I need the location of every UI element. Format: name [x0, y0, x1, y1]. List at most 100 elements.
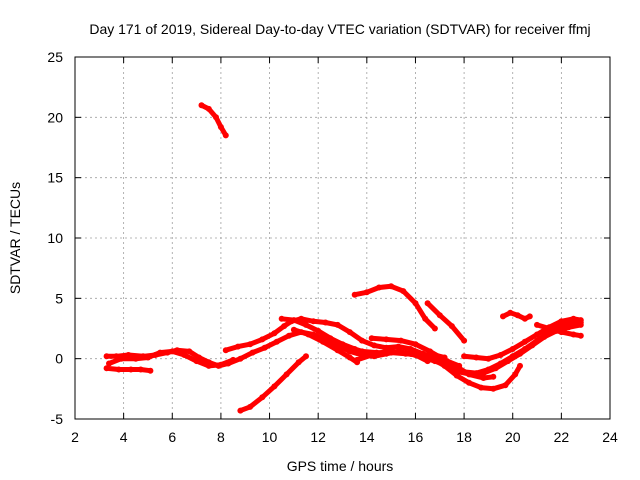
- data-point: [371, 342, 378, 349]
- data-point: [368, 352, 375, 358]
- data-point: [502, 382, 509, 389]
- data-point: [480, 375, 487, 381]
- data-point: [259, 394, 266, 401]
- data-point: [351, 291, 358, 298]
- data-point: [286, 332, 292, 339]
- data-point: [546, 325, 553, 332]
- data-point: [329, 341, 336, 348]
- data-point: [436, 312, 443, 319]
- trace-layer: [103, 102, 584, 414]
- data-point: [157, 349, 164, 356]
- data-point: [213, 114, 219, 121]
- data-point: [283, 371, 290, 378]
- data-point: [507, 309, 514, 316]
- data-point: [237, 355, 244, 362]
- data-point: [441, 362, 448, 369]
- data-point: [466, 379, 472, 386]
- data-point: [424, 358, 431, 365]
- data-point: [577, 332, 584, 339]
- x-tick-label: 10: [262, 429, 278, 445]
- data-point: [344, 344, 351, 351]
- data-point: [412, 300, 419, 307]
- y-tick-label: 20: [47, 109, 63, 125]
- data-point: [412, 341, 419, 348]
- data-point: [514, 312, 521, 319]
- data-point: [281, 323, 288, 330]
- data-point: [422, 315, 429, 322]
- data-point: [103, 365, 110, 372]
- data-point: [137, 366, 144, 373]
- data-point: [509, 353, 516, 360]
- data-trace: [500, 309, 533, 322]
- data-point: [526, 313, 533, 320]
- x-tick-label: 8: [217, 429, 225, 445]
- data-point: [346, 329, 353, 336]
- data-trace: [534, 321, 584, 339]
- data-trace: [429, 355, 523, 392]
- data-point: [534, 321, 540, 328]
- data-point: [497, 360, 504, 367]
- data-point: [290, 317, 297, 324]
- data-trace: [290, 326, 361, 366]
- data-point: [500, 313, 506, 320]
- data-point: [517, 362, 523, 369]
- data-point: [271, 383, 278, 390]
- x-tick-label: 20: [505, 429, 521, 445]
- data-point: [521, 346, 528, 352]
- y-tick-label: 5: [55, 290, 63, 306]
- data-point: [509, 346, 516, 352]
- chart-title: Day 171 of 2019, Sidereal Day-to-day VTE…: [89, 21, 590, 37]
- data-trace: [106, 348, 237, 369]
- data-point: [106, 360, 112, 367]
- data-point: [247, 341, 254, 348]
- data-point: [249, 349, 256, 356]
- data-point: [485, 355, 492, 362]
- data-point: [395, 343, 402, 350]
- x-tick-label: 16: [408, 429, 424, 445]
- data-point: [222, 347, 229, 354]
- data-point: [451, 366, 458, 373]
- data-point: [234, 343, 241, 350]
- data-point: [217, 124, 224, 130]
- x-tick-label: 24: [602, 429, 618, 445]
- data-point: [237, 407, 244, 414]
- data-point: [534, 337, 540, 344]
- data-point: [259, 336, 266, 343]
- data-point: [376, 284, 382, 291]
- data-point: [305, 331, 312, 338]
- trace-line: [425, 300, 467, 344]
- data-point: [147, 367, 154, 374]
- data-point: [103, 353, 110, 360]
- data-point: [424, 300, 431, 307]
- data-point: [485, 366, 492, 373]
- x-tick-label: 18: [456, 429, 472, 445]
- data-point: [310, 318, 317, 325]
- x-axis-label: GPS time / hours: [287, 458, 394, 474]
- data-point: [346, 354, 353, 361]
- data-point: [490, 373, 497, 380]
- y-tick-label: 25: [47, 49, 63, 65]
- data-point: [512, 371, 519, 378]
- y-axis-label: SDTVAR / TECUs: [7, 182, 23, 294]
- x-tick-label: 2: [71, 429, 79, 445]
- data-point: [320, 338, 326, 345]
- data-point: [400, 288, 407, 295]
- data-point: [570, 331, 577, 338]
- data-point: [478, 384, 485, 391]
- data-point: [461, 368, 468, 375]
- data-point: [334, 347, 341, 354]
- data-point: [322, 319, 329, 326]
- data-point: [273, 338, 280, 345]
- data-point: [247, 403, 254, 410]
- data-point: [359, 348, 365, 355]
- data-point: [521, 315, 528, 322]
- data-point: [261, 344, 268, 351]
- data-point: [397, 349, 404, 356]
- data-point: [169, 348, 176, 355]
- data-point: [441, 356, 448, 363]
- data-point: [132, 355, 139, 362]
- data-point: [115, 366, 122, 373]
- data-point: [181, 352, 188, 358]
